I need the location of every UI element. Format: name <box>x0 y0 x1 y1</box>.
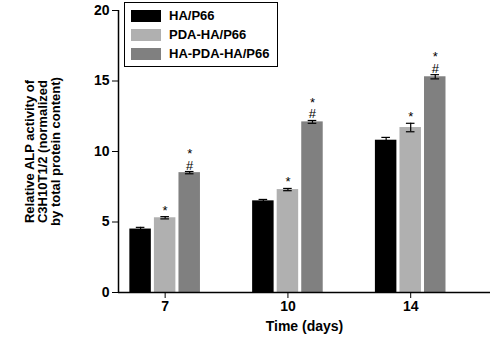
svg-text:*: * <box>285 174 290 189</box>
svg-text:0: 0 <box>102 284 110 300</box>
svg-text:14: 14 <box>403 298 419 314</box>
svg-text:Relative ALP activity ofC3H10T: Relative ALP activity ofC3H10T1/2 (norma… <box>22 77 63 226</box>
svg-text:*#: *# <box>186 146 194 173</box>
svg-text:*#: *# <box>432 49 440 76</box>
svg-text:15: 15 <box>94 72 110 88</box>
svg-text:*#: *# <box>309 95 317 122</box>
svg-text:20: 20 <box>94 2 110 18</box>
svg-text:10: 10 <box>94 143 110 159</box>
svg-text:Time (days): Time (days) <box>266 318 344 334</box>
svg-text:*: * <box>163 203 168 218</box>
svg-text:5: 5 <box>102 213 110 229</box>
svg-text:*: * <box>408 109 413 124</box>
svg-text:7: 7 <box>161 298 169 314</box>
svg-text:10: 10 <box>280 298 296 314</box>
html-text:HA/P66: HA/P66 <box>169 8 215 23</box>
html-text:HA-PDA-HA/P66: HA-PDA-HA/P66 <box>169 46 270 61</box>
html-text:PDA-HA/P66: PDA-HA/P66 <box>169 27 247 42</box>
